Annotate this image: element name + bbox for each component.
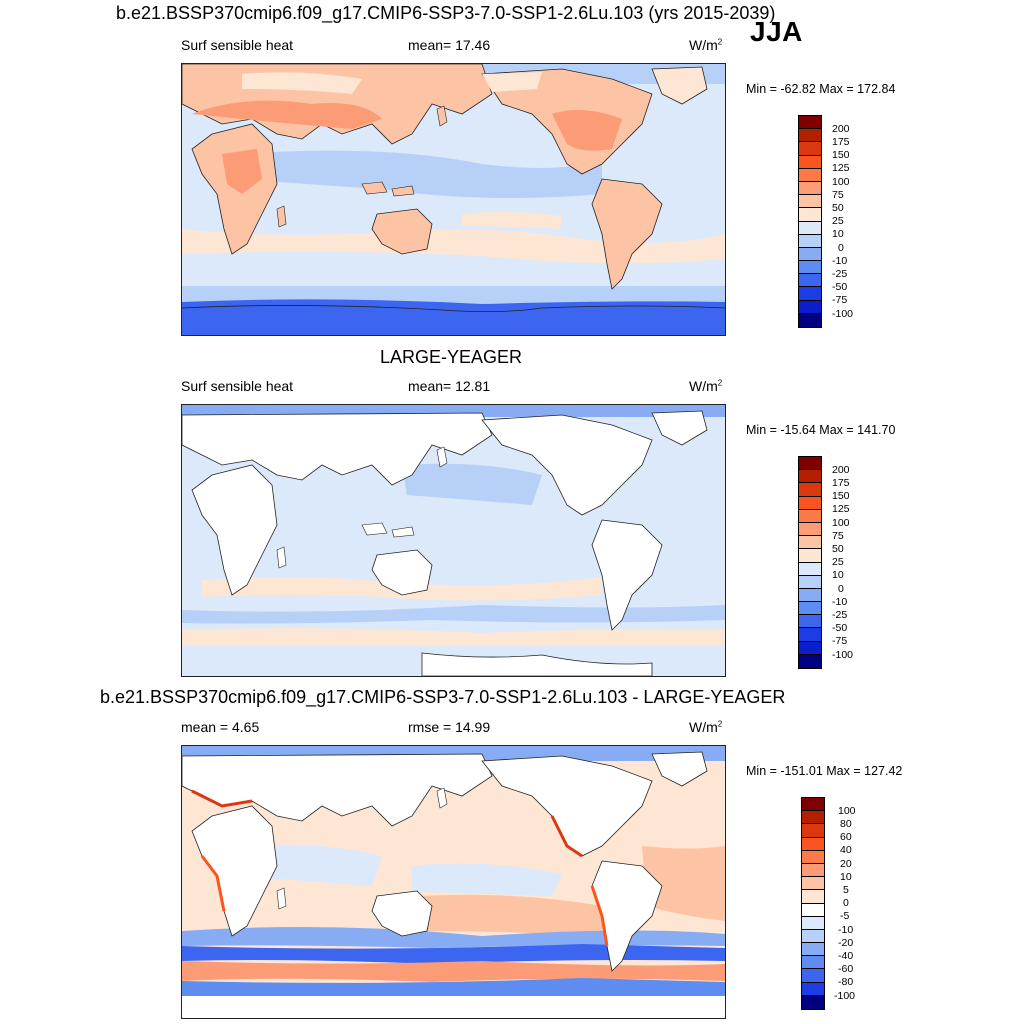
panel-obs-mean-label: mean= 12.81	[408, 378, 491, 394]
panel-model-minmax: Min = -62.82 Max = 172.84	[746, 82, 896, 96]
colorbar-tick-label: 25	[832, 215, 844, 227]
colorbar-tick-label: -10	[838, 924, 854, 936]
colorbar-tick-label: 40	[840, 844, 852, 856]
colorbar-tick-label: -50	[832, 622, 848, 634]
colorbar-tick-label: 5	[843, 884, 849, 896]
colorbar-tick-label: 10	[832, 569, 844, 581]
panel-obs-map	[181, 404, 726, 677]
colorbar-tick-label: -40	[838, 950, 854, 962]
colorbar-tick-label: -100	[834, 990, 856, 1002]
colorbar-tick-label: -60	[838, 963, 854, 975]
panel-diff-title: b.e21.BSSP370cmip6.f09_g17.CMIP6-SSP3-7.…	[100, 687, 786, 707]
page-title: b.e21.BSSP370cmip6.f09_g17.CMIP6-SSP3-7.…	[116, 3, 776, 23]
colorbar-tick-label: -25	[832, 268, 848, 280]
colorbar-tick-label: -100	[832, 649, 854, 661]
colorbar-tick-label: 100	[838, 805, 856, 817]
colorbar-tick-label: 125	[832, 162, 850, 174]
colorbar-tick-label: -20	[838, 937, 854, 949]
panel-diff-units: W/m2	[689, 719, 723, 735]
colorbar-tick-label: 0	[838, 583, 844, 595]
colorbar-tick-label: -25	[832, 609, 848, 621]
colorbar-tick-label: 0	[838, 242, 844, 254]
colorbar-tick-label: 200	[832, 464, 850, 476]
panel-model-colorbar	[798, 115, 822, 328]
panel-model-mean-label: mean= 17.46	[408, 37, 491, 53]
colorbar-tick-label: -10	[832, 255, 848, 267]
panel-model-map	[181, 63, 726, 336]
colorbar-tick-label: 150	[832, 490, 850, 502]
colorbar-tick-label: 10	[840, 871, 852, 883]
colorbar-tick-label: -75	[832, 294, 848, 306]
panel-diff-map	[181, 745, 726, 1019]
panel-obs-variable-label: Surf sensible heat	[181, 378, 294, 394]
panel-obs-title: LARGE-YEAGER	[380, 347, 523, 367]
colorbar-tick-label: 80	[840, 818, 852, 830]
colorbar-tick-label: 10	[832, 228, 844, 240]
colorbar-tick-label: -50	[832, 281, 848, 293]
colorbar-tick-label: 50	[832, 202, 844, 214]
colorbar-tick-label: -10	[832, 596, 848, 608]
panel-diff-mean-label: mean = 4.65	[181, 719, 260, 735]
colorbar-tick-label: -100	[832, 308, 854, 320]
panel-model-units: W/m2	[689, 37, 723, 53]
colorbar-tick-label: 50	[832, 543, 844, 555]
colorbar-tick-label: 100	[832, 176, 850, 188]
panel-diff-rmse-label: rmse = 14.99	[408, 719, 491, 735]
colorbar-tick-label: 125	[832, 503, 850, 515]
panel-model-variable-label: Surf sensible heat	[181, 37, 294, 53]
panel-diff-minmax: Min = -151.01 Max = 127.42	[746, 764, 903, 778]
colorbar-tick-label: 150	[832, 149, 850, 161]
colorbar-tick-label: -80	[838, 976, 854, 988]
colorbar-tick-label: 25	[832, 556, 844, 568]
colorbar-tick-label: -75	[832, 635, 848, 647]
colorbar-tick-label: 200	[832, 123, 850, 135]
colorbar-tick-label: 175	[832, 477, 850, 489]
colorbar-tick-label: 75	[832, 530, 844, 542]
panel-obs-units: W/m2	[689, 378, 723, 394]
colorbar-tick-label: 100	[832, 517, 850, 529]
season-label: JJA	[750, 16, 803, 47]
panel-diff-colorbar	[801, 797, 825, 1010]
panel-obs-minmax: Min = -15.64 Max = 141.70	[746, 423, 896, 437]
colorbar-tick-label: -5	[840, 910, 850, 922]
colorbar-tick-label: 20	[840, 858, 852, 870]
colorbar-tick-label: 75	[832, 189, 844, 201]
colorbar-tick-label: 60	[840, 831, 852, 843]
colorbar-tick-label: 0	[843, 897, 849, 909]
panel-obs-colorbar	[798, 456, 822, 669]
colorbar-tick-label: 175	[832, 136, 850, 148]
